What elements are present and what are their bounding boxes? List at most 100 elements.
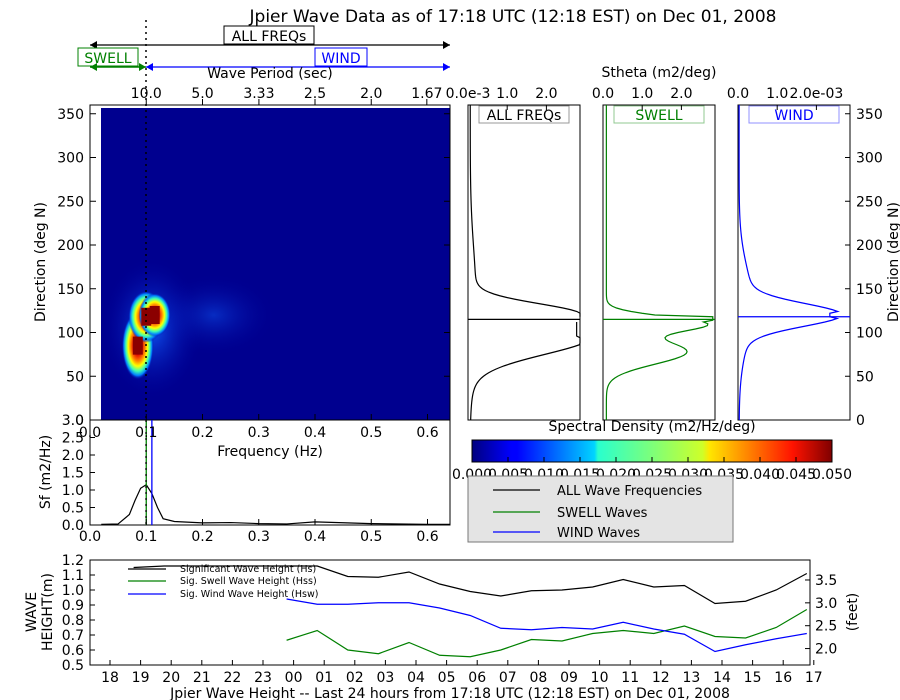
height-xtick-label: 12 [652, 670, 670, 686]
heatmap-core [141, 307, 152, 326]
stheta-label-box [748, 105, 840, 124]
period-tick-label: 2.5 [304, 86, 326, 102]
heatmap-ytick-label: 350 [57, 107, 84, 123]
height-feet-ticks: 2.0 2.5 3.0 3.5 [805, 573, 837, 658]
height-ytick-label: 1.0 [62, 583, 84, 599]
sf-yticks: 0.00.5 1.01.5 2.02.5 3.0 [62, 413, 95, 534]
colorbar-tick-label: 0.045 [776, 467, 816, 483]
heatmap-core [149, 306, 160, 324]
sf-ytick-label: 3.0 [62, 413, 84, 429]
sf-line-all [101, 483, 450, 525]
stheta-panel-wind [737, 104, 851, 421]
height-xtick-label: 18 [101, 670, 119, 686]
height-xtick-label: 23 [254, 670, 272, 686]
heatmap-haze [153, 275, 274, 355]
stheta-rtick-label: 0 [856, 413, 865, 429]
sf-xtick-label: 0.5 [360, 529, 382, 545]
height-xtick-label: 02 [346, 670, 364, 686]
heatmap-yticks: 0 50 100 150 200 250 300 350 [57, 107, 450, 429]
heatmap-cells [101, 258, 274, 399]
stheta-rtick-label: 50 [856, 369, 874, 385]
sf-ytick-label: 1.0 [62, 483, 84, 499]
stheta-panel-all [467, 104, 581, 421]
sf-xtick-label: 0.3 [248, 529, 270, 545]
height-rtick-label: 3.5 [815, 573, 837, 589]
height-ylabel-line1: WAVE [24, 592, 40, 632]
height-line-hs [133, 565, 808, 605]
period-axis-label: Wave Period (sec) [207, 66, 333, 82]
wave-height-panel [89, 559, 811, 666]
height-ytick-label: 0.8 [62, 613, 84, 629]
heatmap-ytick-label: 200 [57, 238, 84, 254]
sf-xtick-label: 0.2 [191, 529, 213, 545]
freq-tick-label: 0.6 [416, 425, 438, 441]
sf-xtick-label: 0.1 [135, 529, 157, 545]
freq-tick-label: 0.1 [135, 425, 157, 441]
band-swell-label: SWELL [84, 51, 131, 67]
stheta-tick-label: 0.0 [592, 86, 614, 102]
height-line-hss [286, 608, 808, 658]
height-line-hsw [286, 598, 807, 653]
stheta-curve-all [469, 104, 581, 317]
stheta-right-ylabel: Direction (deg N) [886, 202, 900, 322]
height-feet-label: (feet) [845, 593, 861, 632]
height-xtick-label: 14 [713, 670, 731, 686]
height-xtick-label: 21 [193, 670, 211, 686]
frequency-xticks: 0.0 0.1 0.2 0.3 0.4 0.5 0.6 [79, 414, 439, 441]
stheta-tick-label: 2.0 [670, 86, 692, 102]
height-xtick-label: 04 [407, 670, 425, 686]
period-tick-label: 5.0 [191, 86, 213, 102]
stheta-label-wind: WIND [774, 108, 813, 124]
sf-ytick-label: 0.0 [62, 518, 84, 534]
period-ticks: 10.05.03.332.52.01.67 [131, 86, 442, 105]
sf-xtick-label: 0.6 [416, 529, 438, 545]
stheta-curve-wind [738, 105, 840, 421]
sf-ylabel: Sf (m2/Hz) [38, 435, 54, 509]
stheta-rtick-label: 200 [856, 238, 883, 254]
stheta-tick-label: 0.0e-3 [446, 86, 491, 102]
height-ytick-label: 1.2 [62, 553, 84, 569]
stheta-rtick-label: 300 [856, 151, 883, 167]
height-xtick-label: 10 [591, 670, 609, 686]
height-ylabel-line2: HEIGHT(m) [40, 573, 56, 651]
stheta-label-swell: SWELL [635, 108, 682, 124]
sf-xticks: 0.0 0.1 0.2 0.3 0.4 0.5 0.6 [79, 519, 439, 545]
freq-tick-label: 0.3 [248, 425, 270, 441]
stheta-rtick-label: 100 [856, 326, 883, 342]
heatmap-ytick-label: 0 [75, 413, 84, 429]
height-yticks: 0.50.60.70.80.91.01.11.2 [62, 553, 95, 674]
height-rtick-label: 3.0 [815, 596, 837, 612]
heatmap-core [132, 336, 143, 355]
freq-tick-label: 0.2 [191, 425, 213, 441]
height-ytick-label: 0.6 [62, 643, 84, 659]
height-xtick-label: 01 [315, 670, 333, 686]
stheta-title: Stheta (m2/deg) [602, 65, 717, 81]
band-indicator: ALL FREQs SWELL WIND [77, 25, 450, 71]
height-xlabel: Jpier Wave Height -- Last 24 hours from … [169, 686, 730, 700]
height-ytick-label: 0.9 [62, 598, 84, 614]
heatmap-ylabel: Direction (deg N) [33, 202, 49, 322]
freq-tick-label: 0.5 [360, 425, 382, 441]
stheta-rtick-label: 350 [856, 107, 883, 123]
heatmap-ytick-label: 250 [57, 194, 84, 210]
band-wind-label: WIND [321, 51, 360, 67]
sf-xtick-label: 0.4 [304, 529, 326, 545]
legend-hs: Significant Wave Height (Hs) [180, 564, 316, 575]
spectral-legend: ALL Wave Frequencies SWELL Waves WIND Wa… [467, 475, 734, 543]
stheta-tick-label: 2.0e-03 [790, 86, 844, 102]
stheta-tick-label: 0.0 [727, 86, 749, 102]
stheta-panel-swell [602, 104, 716, 421]
sf-ytick-label: 2.5 [62, 431, 84, 447]
height-ytick-label: 0.7 [62, 628, 84, 644]
stheta-rtick-label: 150 [856, 282, 883, 298]
height-xtick-label: 11 [621, 670, 639, 686]
heatmap-ytick-label: 100 [57, 326, 84, 342]
height-xtick-label: 06 [468, 670, 486, 686]
stheta-tick-label: 1.0 [631, 86, 653, 102]
heatmap-ytick-label: 50 [66, 369, 84, 385]
height-legend: Significant Wave Height (Hs) Sig. Swell … [128, 564, 318, 600]
heatmap-ytick-label: 150 [57, 282, 84, 298]
height-xtick-label: 00 [285, 670, 303, 686]
height-xtick-label: 17 [805, 670, 823, 686]
legend-hsw: Sig. Wind Wave Height (Hsw) [180, 589, 318, 600]
